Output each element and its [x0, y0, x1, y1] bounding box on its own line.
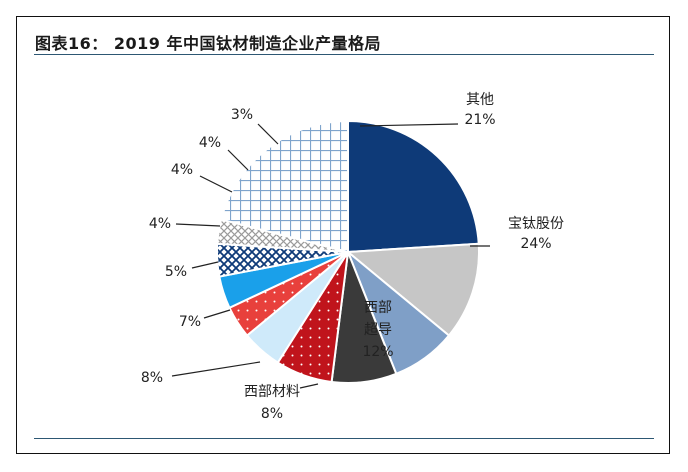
chart-title: 图表16： 2019 年中国钛材制造企业产量格局 [35, 34, 381, 53]
title-rule [34, 54, 654, 55]
slice-value-5: 5% [165, 264, 187, 280]
slice-name-2: 西部材料 [244, 384, 300, 400]
slice-value-6: 4% [149, 216, 171, 232]
pie-slice-10 [219, 119, 349, 254]
leader-line-6 [175, 223, 221, 227]
slice-name-1-a: 西部 [364, 300, 392, 316]
slice-value-4: 7% [179, 314, 201, 330]
slice-value-10: 21% [464, 112, 495, 128]
slice-value-7: 4% [171, 162, 193, 178]
slice-value-8: 4% [199, 135, 221, 151]
pie-slice-1 [345, 242, 480, 337]
slice-value-9: 3% [231, 107, 253, 123]
bottom-rule [34, 438, 654, 439]
slice-value-2: 8% [261, 406, 283, 422]
leader-line-3 [171, 361, 261, 377]
leader-line-7 [199, 175, 233, 193]
leader-line-9 [257, 123, 279, 145]
leader-line-5 [191, 261, 219, 269]
slice-name-0: 宝钛股份 [508, 216, 564, 232]
leader-line-10 [359, 123, 459, 127]
slice-name-10: 其他 [466, 92, 494, 108]
slice-value-0: 24% [520, 236, 551, 252]
slice-value-1: 12% [362, 344, 393, 360]
slice-name-1-b: 超导 [364, 322, 392, 338]
leader-line-2 [299, 383, 319, 389]
pie-slice-0 [347, 119, 480, 254]
slice-value-3: 8% [141, 370, 163, 386]
leader-line-8 [227, 149, 249, 171]
leader-line-4 [203, 309, 231, 319]
